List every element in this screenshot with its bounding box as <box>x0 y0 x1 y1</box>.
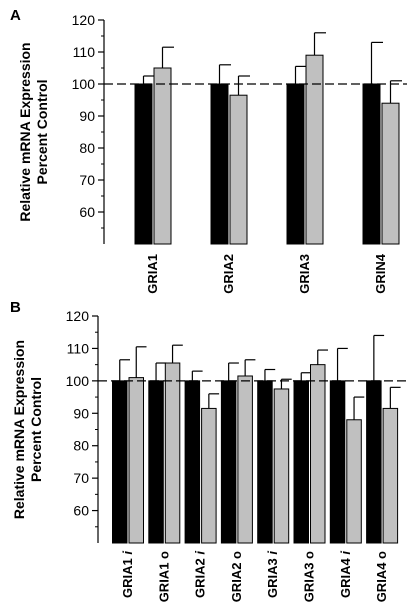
bar <box>293 380 309 544</box>
y-tick-label: 70 <box>79 172 95 188</box>
bar <box>362 83 381 245</box>
bar <box>257 380 273 544</box>
panel-letter: B <box>10 299 21 316</box>
bar <box>220 380 237 544</box>
y-axis-label-line: Percent Control <box>34 79 50 184</box>
x-tick-label: GRIA2 o <box>229 551 244 602</box>
y-tick-label: 80 <box>79 140 95 156</box>
y-tick-label: 110 <box>67 340 90 356</box>
y-tick-label: 90 <box>79 108 95 124</box>
bar <box>148 380 164 544</box>
bar <box>210 83 229 245</box>
x-tick-label: GRIA3 o <box>302 551 317 602</box>
x-tick-label: GRIA1 o <box>156 551 171 602</box>
bar <box>237 375 253 544</box>
bar <box>382 407 399 544</box>
bar <box>184 380 201 544</box>
x-tick-label: GRIA2 i <box>193 551 208 598</box>
y-tick-label: 100 <box>72 76 96 92</box>
chart-panel-b: B Relative mRNA Expression Percent Control… <box>10 299 407 602</box>
y-tick-label: 70 <box>73 470 89 486</box>
bar <box>229 94 248 245</box>
y-axis-label-line: Relative mRNA Expression <box>17 42 33 221</box>
y-tick-label: 120 <box>72 12 96 28</box>
bar <box>286 83 305 245</box>
x-tick-label: GRIA4 o <box>374 551 389 602</box>
x-tick-label: GRIA4 i <box>338 551 353 598</box>
bar <box>112 380 128 544</box>
bar <box>381 102 400 245</box>
y-tick-label: 80 <box>73 438 89 454</box>
bar <box>164 362 181 544</box>
bar <box>346 419 362 544</box>
bar <box>273 388 290 544</box>
x-tick-label: GRIA2 <box>221 254 236 294</box>
chart-panel-a: A Relative mRNA Expression Percent Control… <box>10 7 407 294</box>
y-axis-label-line: Percent Control <box>28 377 44 482</box>
panel-letter: A <box>10 7 21 24</box>
bar <box>366 380 382 544</box>
x-tick-label: GRIA3 i <box>265 551 280 598</box>
y-tick-label: 90 <box>73 405 89 421</box>
y-tick-label: 60 <box>73 503 89 519</box>
y-tick-label: 120 <box>66 308 90 324</box>
x-tick-label: GRIA1 <box>145 254 160 294</box>
y-tick-label: 110 <box>73 44 96 60</box>
bar <box>128 377 144 544</box>
bar <box>201 407 217 544</box>
y-axis-label-line: Relative mRNA Expression <box>11 340 27 519</box>
bar <box>310 364 326 544</box>
bar <box>153 67 172 245</box>
x-tick-label: GRIA3 <box>297 254 312 294</box>
bar <box>329 380 346 544</box>
x-tick-label: GRIA1 i <box>120 551 135 598</box>
x-tick-label: GRIN4 <box>373 253 388 294</box>
y-tick-label: 60 <box>79 204 95 220</box>
y-tick-label: 100 <box>66 373 90 389</box>
bar <box>134 83 153 245</box>
